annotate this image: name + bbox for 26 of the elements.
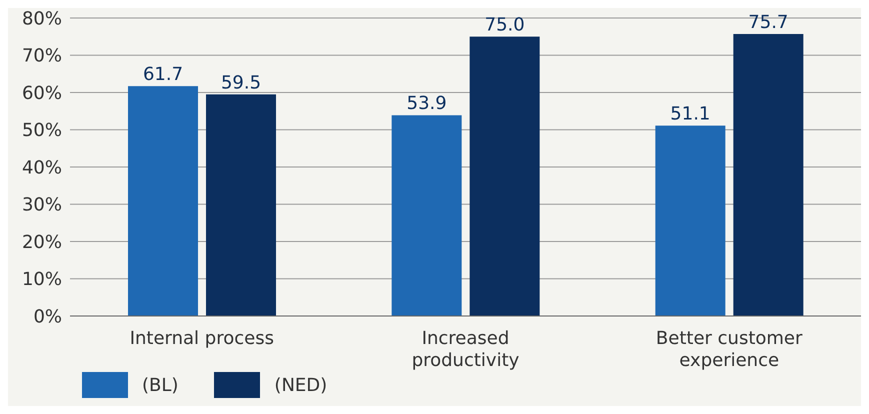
y-tick-label: 30%	[22, 194, 62, 216]
x-tick-label: Better customer experience	[656, 328, 804, 371]
text: 75.0	[484, 14, 525, 36]
x-tick-label: Internal process	[130, 328, 274, 349]
bar	[470, 36, 540, 316]
text: 51.1	[670, 104, 710, 125]
bar	[655, 126, 726, 316]
y-tick-label: 60%	[22, 82, 62, 104]
y-tick-label: 70%	[22, 46, 62, 67]
legend-label: (NED)	[274, 374, 328, 396]
bar	[206, 94, 276, 316]
bar	[392, 115, 462, 316]
text: 53.9	[406, 93, 447, 114]
y-tick-label: 20%	[22, 232, 62, 253]
legend-label: (BL)	[142, 374, 178, 396]
text: 59.5	[220, 72, 262, 94]
text: 75.7	[748, 12, 788, 34]
text: 61.7	[142, 64, 184, 86]
y-tick-label: 80%	[22, 8, 62, 30]
y-tick-label: 40%	[22, 157, 62, 178]
y-tick-label: 10%	[22, 269, 62, 290]
bar	[128, 86, 198, 316]
y-tick-label: 0%	[33, 306, 62, 328]
x-tick-label: Increased productivity	[412, 328, 520, 371]
y-tick-label: 50%	[22, 120, 62, 142]
bar	[733, 34, 804, 316]
